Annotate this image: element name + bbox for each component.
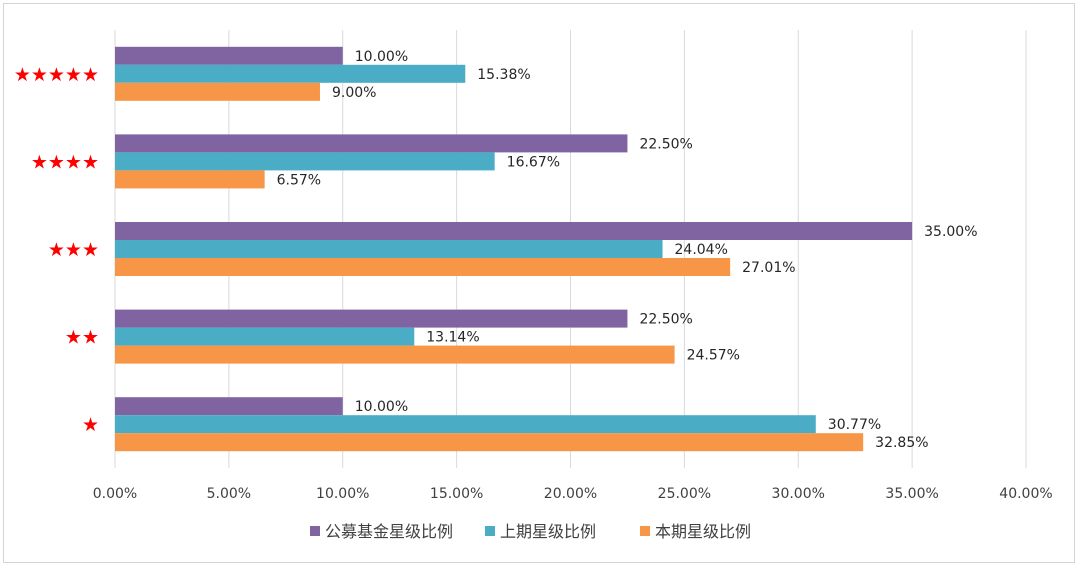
- x-tick-label: 15.00%: [430, 486, 483, 502]
- legend-label: 公募基金星级比例: [325, 522, 453, 541]
- legend-label: 本期星级比例: [655, 522, 751, 541]
- bar: [115, 309, 628, 328]
- bar: [115, 82, 320, 101]
- x-tick-label: 30.00%: [772, 486, 825, 502]
- data-label: 22.50%: [639, 312, 692, 328]
- data-label: 10.00%: [355, 49, 408, 65]
- bar: [115, 397, 343, 416]
- data-label: 13.14%: [426, 330, 479, 346]
- x-tick-label: 35.00%: [885, 486, 938, 502]
- bars: [115, 46, 913, 452]
- bar: [115, 345, 675, 364]
- legend-swatch: [640, 526, 650, 536]
- bar: [115, 415, 816, 434]
- bar: [115, 46, 343, 65]
- data-label: 9.00%: [332, 85, 376, 101]
- legend-swatch: [310, 526, 320, 536]
- category-label: ★: [82, 414, 99, 436]
- category-labels: ★★★★★★★★★★★★★★★: [14, 64, 99, 436]
- x-axis-ticks: 0.00% 5.00% 10.00% 15.00% 20.00% 25.00% 30.00%…: [93, 486, 1053, 502]
- bar: [115, 64, 466, 83]
- bar: [115, 327, 415, 346]
- x-tick-label: 0.00%: [93, 486, 137, 502]
- bar: [115, 170, 265, 189]
- x-tick-label: 10.00%: [316, 486, 369, 502]
- data-label: 35.00%: [924, 224, 977, 240]
- bar: [115, 134, 628, 153]
- bar: [115, 152, 495, 171]
- bar: [115, 433, 864, 452]
- category-label: ★★★: [48, 239, 99, 261]
- x-tick-label: 5.00%: [207, 486, 251, 502]
- bar: [115, 258, 731, 276]
- data-label: 15.38%: [477, 67, 530, 83]
- legend: 公募基金星级比例 上期星级比例 本期星级比例: [310, 522, 751, 541]
- data-label: 32.85%: [875, 435, 928, 451]
- x-tick-label: 20.00%: [544, 486, 597, 502]
- data-label: 16.67%: [507, 154, 560, 170]
- data-label: 6.57%: [277, 172, 321, 188]
- category-label: ★★: [65, 327, 99, 349]
- gridlines: [114, 30, 1027, 468]
- data-label: 30.77%: [828, 417, 881, 433]
- data-label: 24.57%: [687, 348, 740, 364]
- bar: [115, 222, 913, 240]
- category-label: ★★★★: [31, 151, 99, 173]
- x-tick-label: 40.00%: [999, 486, 1052, 502]
- legend-swatch: [485, 526, 495, 536]
- bar: [115, 240, 663, 258]
- data-label: 10.00%: [355, 399, 408, 415]
- legend-label: 上期星级比例: [500, 522, 596, 541]
- category-label: ★★★★★: [14, 64, 99, 86]
- data-label: 27.01%: [742, 260, 795, 276]
- data-label: 24.04%: [675, 242, 728, 258]
- data-labels: 10.00% 15.38% 9.00% 22.50% 16.67% 6.57% 35.00%…: [277, 49, 978, 451]
- x-tick-label: 25.00%: [658, 486, 711, 502]
- data-label: 22.50%: [639, 136, 692, 152]
